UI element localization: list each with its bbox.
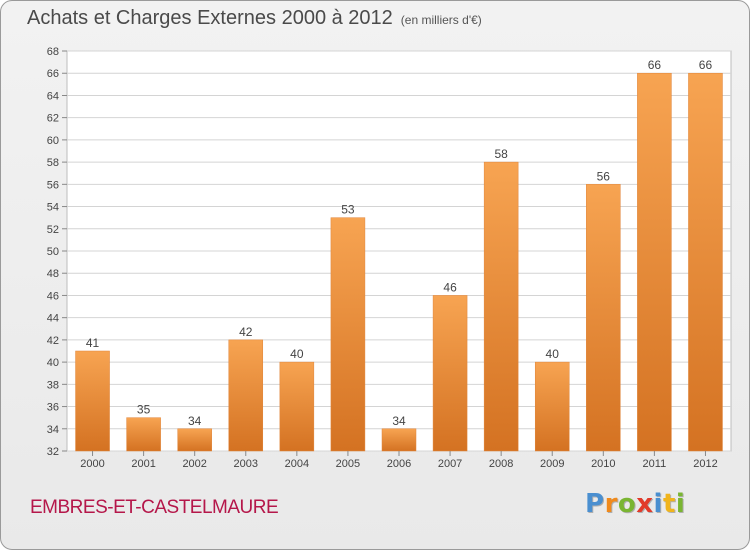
x-tick-label: 2007 <box>438 458 462 470</box>
bar <box>432 295 468 452</box>
logo-letter: P <box>585 489 605 519</box>
bar <box>330 217 366 452</box>
x-axis: 2000 2001 2002 2003 2004 2005 2006 2007 2008 2009… <box>80 451 718 470</box>
bar-value-label: 56 <box>597 169 611 183</box>
bar <box>177 428 212 452</box>
bar-value-label: 34 <box>392 414 406 428</box>
chart-title: Achats et Charges Externes 2000 à 2012 (e… <box>27 7 482 30</box>
logo-letter: o <box>617 489 637 519</box>
x-tick-label: 2003 <box>234 458 258 470</box>
y-tick-label: 62 <box>47 113 59 125</box>
bar <box>637 72 672 452</box>
logo-letter: i <box>675 489 686 519</box>
y-tick-label: 56 <box>47 179 59 191</box>
x-tick-label: 2011 <box>643 458 667 470</box>
bar-value-label: 40 <box>290 347 304 361</box>
y-tick-label: 54 <box>47 202 59 214</box>
bar <box>228 339 264 452</box>
bar <box>381 428 417 452</box>
x-tick-label: 2008 <box>489 458 513 470</box>
y-tick-label: 58 <box>47 157 59 169</box>
bar-value-label: 58 <box>494 147 508 161</box>
chart-subtitle: (en milliers d'€) <box>400 13 482 27</box>
proxiti-logo: Proxiti <box>585 489 685 519</box>
commune-name: EMBRES-ET-CASTELMAURE <box>30 497 279 518</box>
y-tick-label: 38 <box>47 379 59 391</box>
bar-value-label: 42 <box>239 325 253 339</box>
bar <box>75 350 110 452</box>
x-tick-label: 2012 <box>693 458 717 470</box>
x-tick-label: 2002 <box>182 458 206 470</box>
y-tick-label: 50 <box>47 246 59 258</box>
x-tick-label: 2005 <box>336 458 360 470</box>
x-tick-label: 2009 <box>540 458 564 470</box>
x-tick-label: 2004 <box>285 458 309 470</box>
bar-value-label: 53 <box>341 203 355 217</box>
bar <box>126 417 161 452</box>
y-tick-label: 34 <box>47 424 59 436</box>
bar-value-label: 35 <box>137 403 151 417</box>
bar-value-label: 41 <box>86 336 100 350</box>
y-tick-label: 42 <box>47 335 59 347</box>
bar <box>279 361 315 452</box>
bar-value-label: 66 <box>648 58 662 72</box>
logo-letter: r <box>604 489 618 519</box>
y-tick-label: 48 <box>47 268 59 280</box>
y-tick-label: 46 <box>47 290 59 302</box>
y-tick-label: 66 <box>47 68 59 80</box>
bar <box>483 161 519 452</box>
x-tick-label: 2010 <box>591 458 615 470</box>
y-tick-label: 40 <box>47 357 59 369</box>
y-tick-label: 68 <box>47 46 59 58</box>
bar-value-label: 40 <box>546 347 560 361</box>
y-tick-label: 64 <box>47 90 59 102</box>
y-tick-label: 60 <box>47 135 59 147</box>
chart-title-text: Achats et Charges Externes 2000 à 2012 <box>27 7 393 29</box>
bar-value-label: 46 <box>443 280 457 294</box>
bar-value-label: 66 <box>699 58 713 72</box>
logo-letter: t <box>662 489 676 519</box>
y-tick-label: 32 <box>47 446 59 458</box>
bar <box>534 361 570 452</box>
bar-value-label: 34 <box>188 414 202 428</box>
x-tick-label: 2006 <box>387 458 411 470</box>
logo-letter: i <box>653 489 663 519</box>
bar <box>586 184 621 452</box>
y-tick-label: 52 <box>47 224 59 236</box>
bar <box>688 72 723 452</box>
x-tick-label: 2001 <box>131 458 155 470</box>
y-tick-label: 36 <box>47 402 59 414</box>
y-axis: 32 34 36 38 40 42 44 46 48 50 52 54 56 58 60 62 64 66 68 <box>47 46 67 458</box>
y-tick-label: 44 <box>47 313 59 325</box>
x-tick-label: 2000 <box>80 458 104 470</box>
logo-letter: x <box>636 489 654 519</box>
